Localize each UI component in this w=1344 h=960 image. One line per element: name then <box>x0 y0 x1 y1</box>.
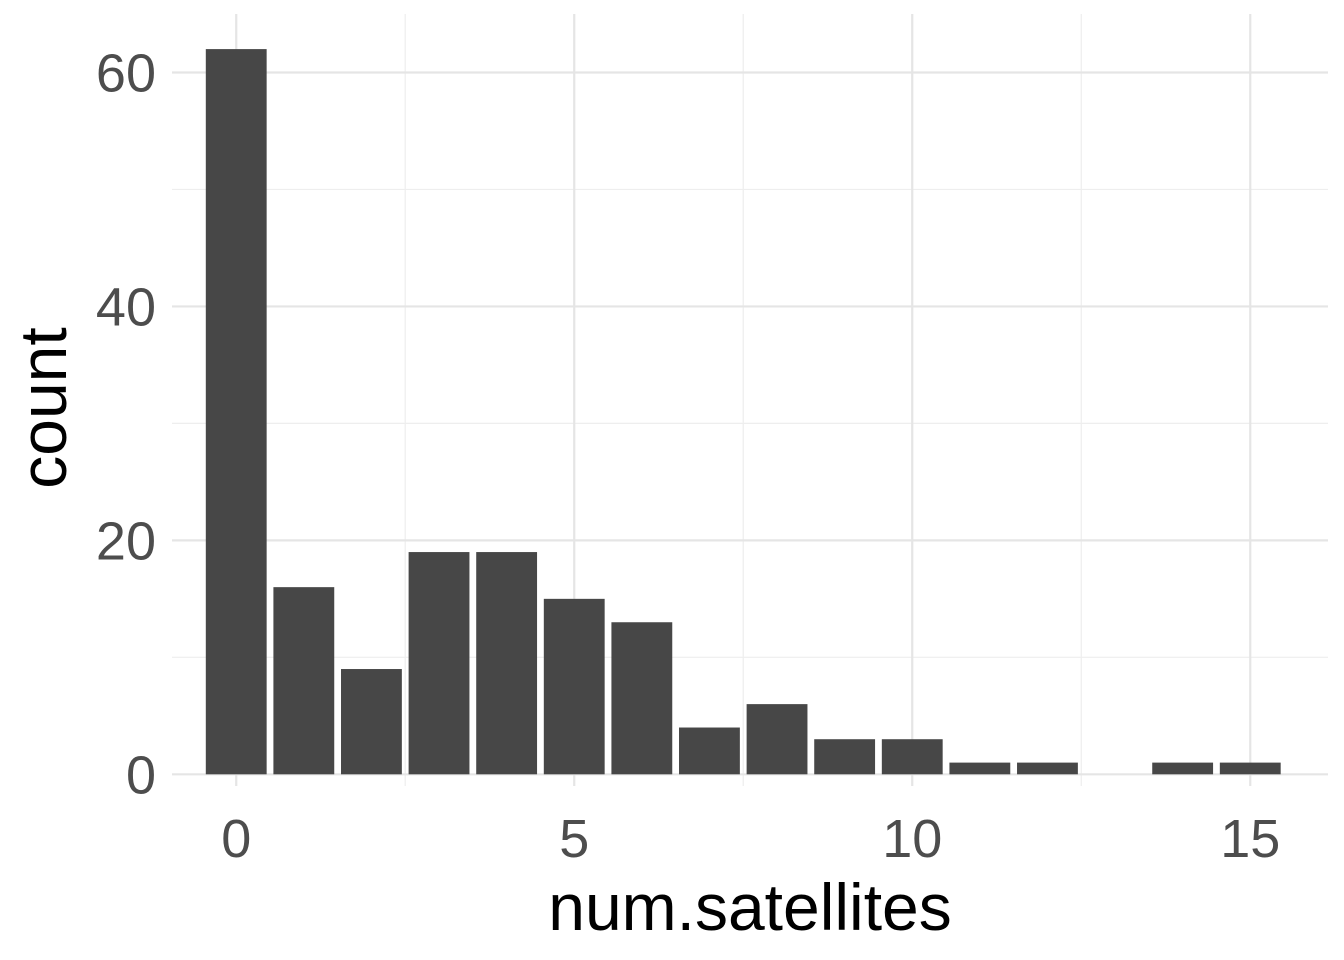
x-tick-label: 10 <box>882 809 942 869</box>
y-tick-label: 0 <box>126 745 156 805</box>
x-tick-label: 15 <box>1220 809 1280 869</box>
bar-6 <box>611 622 673 775</box>
x-axis-title: num.satellites <box>548 870 952 944</box>
bar-7 <box>679 727 740 775</box>
bars-group <box>205 49 1281 775</box>
bar-0 <box>205 49 267 775</box>
bar-12 <box>1017 762 1078 775</box>
bar-14 <box>1152 762 1214 775</box>
y-axis-title: count <box>6 327 80 488</box>
y-tick-label: 60 <box>96 43 156 103</box>
bar-3 <box>408 552 470 775</box>
bar-8 <box>746 704 808 775</box>
x-tick-label: 5 <box>559 809 589 869</box>
bar-4 <box>476 552 538 775</box>
x-axis-tick-labels: 0 5 10 15 <box>221 809 1280 869</box>
y-axis-tick-labels: 0 20 40 60 <box>96 43 156 805</box>
bar-10 <box>881 739 943 775</box>
bar-5 <box>543 598 605 775</box>
y-tick-label: 20 <box>96 511 156 571</box>
bar-2 <box>341 669 402 775</box>
bar-1 <box>273 587 335 775</box>
bar-9 <box>814 739 876 775</box>
x-tick-label: 0 <box>221 809 251 869</box>
bar-11 <box>949 762 1011 775</box>
y-tick-label: 40 <box>96 277 156 337</box>
bar-15 <box>1219 762 1281 775</box>
